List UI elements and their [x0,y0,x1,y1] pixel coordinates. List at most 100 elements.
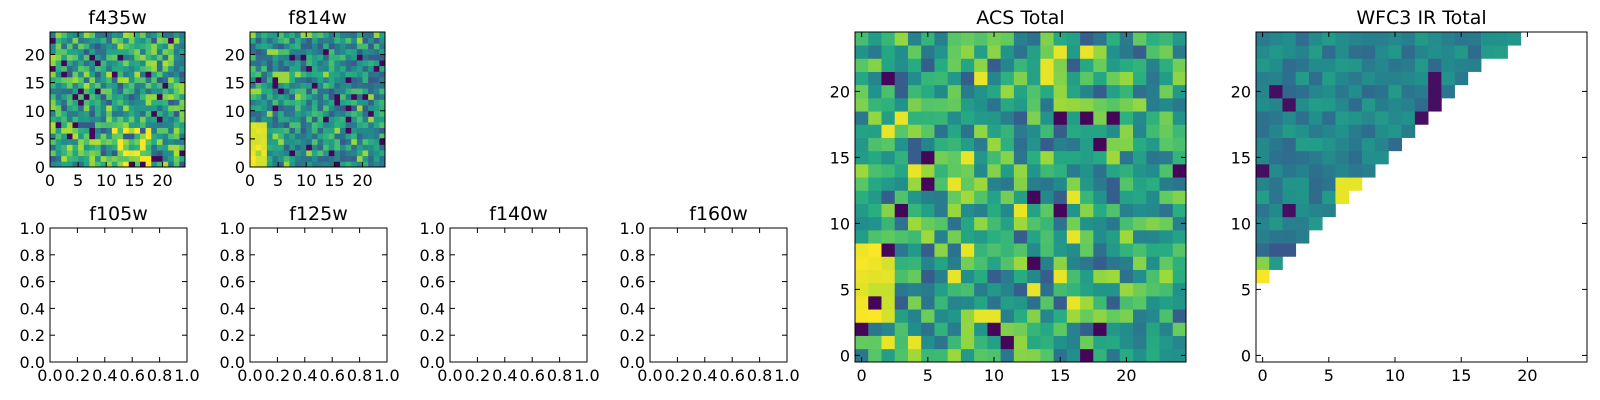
heatmap-cell [1388,32,1402,46]
heatmap-cell [1335,190,1350,204]
heatmap-cell [66,88,73,95]
heatmap-cell [117,93,124,100]
heatmap-cell [351,155,358,162]
heatmap-cell [1106,230,1121,244]
heatmap-cell [283,71,290,78]
heatmap-cell [89,127,96,134]
heatmap-cell [78,138,85,145]
heatmap-cell [173,32,180,38]
x-tick-label: 10 [984,366,1004,385]
heatmap-cell [140,93,146,100]
heatmap-cell [373,155,380,162]
heatmap-cell [947,137,962,152]
heatmap-cell [173,82,180,89]
heatmap-cell [894,348,909,363]
heatmap-cell [960,32,975,46]
heatmap-cell [894,45,909,59]
heatmap-cell [855,84,869,99]
heatmap-cell [368,144,375,151]
heatmap-cell [1282,164,1297,178]
heatmap-cell [868,296,882,310]
heatmap-cell [345,48,352,55]
heatmap-cell [1053,322,1068,336]
heatmap-cell [1080,164,1094,178]
heatmap-cell [1066,322,1081,336]
heatmap-cell [907,230,922,244]
heatmap-cell [868,190,882,204]
heatmap-cell [1172,32,1187,46]
heatmap-cell [156,60,163,67]
heatmap-cell [1027,335,1041,350]
heatmap-cell [1269,124,1283,138]
x-tick-label: 0 [1258,366,1268,385]
heatmap-cell [340,82,346,89]
heatmap-cell [987,71,1001,86]
heatmap-cell [368,77,375,83]
heatmap-cell [907,282,922,297]
heatmap-cell [289,99,296,106]
heatmap-cell [379,138,386,145]
heatmap-cell [987,296,1001,310]
heatmap-cell [151,43,158,50]
heatmap-cell [72,127,79,134]
heatmap-cell [1308,190,1323,204]
heatmap-cell [100,161,107,168]
heatmap-cell [100,150,107,157]
heatmap-cell [1013,177,1028,191]
heatmap-cell [140,71,146,78]
heatmap-cell [894,309,909,323]
heatmap-cell [894,124,909,138]
heatmap-cell [123,144,130,151]
x-tick-label: 1.0 [174,366,199,385]
heatmap-cell [156,161,163,168]
heatmap-cell [89,54,96,61]
heatmap-cell [1269,58,1283,72]
heatmap-cell [123,71,130,78]
heatmap-cell [323,110,330,117]
heatmap-cell [323,32,330,38]
heatmap-cell [1414,84,1429,99]
heatmap-cell [266,71,273,78]
heatmap-cell [1335,32,1350,46]
heatmap-cell [162,122,169,128]
heatmap-cell [111,138,118,145]
heatmap-cell [145,150,152,157]
heatmap-cell [362,48,369,55]
heatmap-cell [89,161,96,168]
heatmap-cell [179,127,186,134]
heatmap-cell [934,164,949,178]
heatmap-cell [1093,309,1107,323]
heatmap-cell [72,99,79,106]
heatmap-cell [1172,137,1187,152]
heatmap-cell [50,48,56,55]
heatmap-cell [1282,124,1297,138]
heatmap-cell [283,32,290,38]
x-tick-label: 0.6 [519,366,544,385]
heatmap-cell [328,82,335,89]
heatmap-cell [311,54,318,61]
heatmap-cell [134,133,141,140]
heatmap-cell [311,82,318,89]
heatmap-cell [283,99,290,106]
heatmap-cell [250,127,256,134]
heatmap-cell [1295,203,1310,218]
heatmap-cell [1080,98,1094,112]
heatmap-cell [278,48,285,55]
heatmap-cell [1080,282,1094,297]
heatmap-cell [373,110,380,117]
heatmap-cell [1308,111,1323,125]
heatmap-cell [1013,84,1028,99]
heatmap-cell [334,71,341,78]
heatmap-cell [960,296,975,310]
heatmap-cell [1080,58,1094,72]
heatmap-cell [72,82,79,89]
heatmap-cell [855,309,869,323]
heatmap-cell [250,37,256,44]
heatmap-cell [117,71,124,78]
heatmap-cell [1027,348,1041,363]
heatmap-cell [55,48,62,55]
heatmap-cell [255,82,262,89]
heatmap-cell [855,256,869,270]
heatmap-cell [1133,309,1147,323]
heatmap-cell [117,150,124,157]
